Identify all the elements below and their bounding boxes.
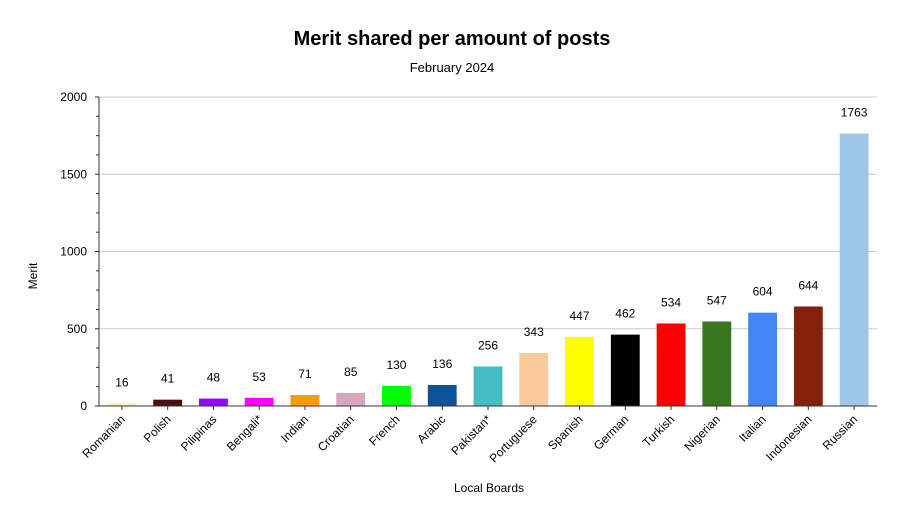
data-label: 462 [615,307,635,321]
x-tick-label: Nigerian [681,412,723,454]
data-label: 547 [707,293,727,307]
bar-nigerian [702,321,732,406]
data-label: 644 [798,279,818,293]
bar-turkish [656,323,686,406]
x-tick-label: Arabic [414,412,448,446]
x-tick-label: Indian [278,412,311,445]
bar-indonesian [793,306,823,406]
bar-croatian [336,392,366,406]
x-tick-label: Croatian [315,412,357,454]
bar-spanish [565,336,594,406]
data-label: 53 [252,370,266,384]
data-label: 71 [298,367,312,381]
x-tick-label: Turkish [640,412,677,449]
x-tick-label: Bengali* [224,412,266,454]
chart-title: Merit shared per amount of posts [294,28,611,50]
x-tick-label: Pakistan* [448,412,494,458]
x-tick-label: Italian [736,412,769,445]
y-tick-label: 1000 [60,245,87,259]
y-tick-label: 0 [80,399,87,413]
data-label: 48 [207,371,221,385]
data-label: 16 [115,376,129,390]
gridlines [99,96,877,330]
x-tick-label: Russian [820,412,861,453]
bar-russian [839,133,869,406]
data-label: 85 [344,365,358,379]
y-axis-ticks: 0 500 1000 1500 2000 [60,90,99,413]
bar-romanian [107,403,137,406]
bars [107,133,869,406]
data-label: 447 [570,309,590,323]
data-label: 41 [161,372,175,386]
bar-pakistan [473,366,503,406]
x-axis-ticks: Romanian Polish Pilipinas Bengali* Indian Cro… [79,406,860,466]
y-axis-label: Merit [26,262,40,289]
y-tick-label: 500 [67,322,87,336]
y-tick-label: 1500 [60,167,87,181]
x-tick-label: French [366,412,402,448]
bar-polish [153,399,183,406]
x-tick-label: Romanian [79,412,128,461]
x-axis-label: Local Boards [454,481,524,495]
x-tick-label: Polish [141,412,174,445]
x-tick-label: German [591,412,632,453]
chart-subtitle: February 2024 [410,60,495,75]
y-tick-label: 2000 [60,90,87,104]
data-label: 604 [753,285,773,299]
data-labels: 16 41 48 53 71 85 130 136 256 343 447 462 534 547 604 6… [115,106,868,390]
bar-pilipinas [198,398,228,406]
data-label: 130 [386,358,406,372]
x-tick-label: Spanish [545,412,586,453]
bar-french [382,385,411,406]
x-tick-label: Portuguese [487,412,541,466]
data-label: 534 [661,295,681,309]
x-tick-label: Indonesian [763,412,814,463]
data-label: 343 [524,325,544,339]
bar-italian [748,312,778,406]
data-label: 1763 [841,106,868,120]
data-label: 256 [478,338,498,352]
bar-arabic [427,384,457,406]
data-label: 136 [432,357,452,371]
bar-portuguese [519,353,549,406]
bar-german [610,334,640,406]
x-tick-label: Pilipinas [178,412,220,454]
bar-indian [290,395,320,406]
bar-bengali [244,397,274,406]
